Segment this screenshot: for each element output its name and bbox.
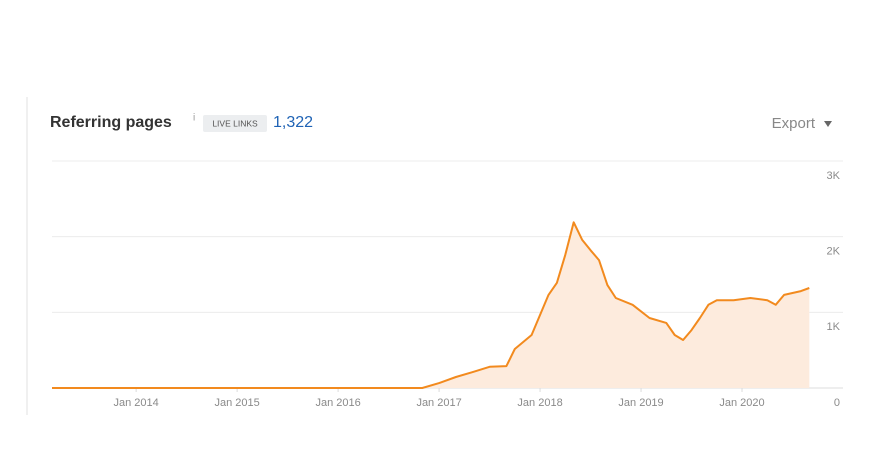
dropdown-arrow[interactable] [824, 121, 832, 127]
badge-bg [203, 115, 267, 132]
export-button[interactable]: Export [772, 115, 816, 132]
y-tick-label: 2K [827, 246, 841, 258]
info-icon[interactable]: i [193, 113, 195, 124]
badge: LIVE LINKS [212, 118, 258, 128]
line [52, 221, 810, 389]
y-tick-label: 3K [827, 170, 841, 182]
x-tick-label: Jan 2015 [214, 397, 259, 409]
x-tick-label: Jan 2016 [315, 397, 360, 409]
x-tick-label: Jan 2018 [517, 397, 562, 409]
y-tick-label: 0 [834, 397, 840, 409]
x-tick-label: Jan 2014 [114, 397, 159, 409]
area [52, 222, 810, 388]
x-tick-label: Jan 2019 [618, 397, 663, 409]
y-tick-label: 1K [827, 321, 841, 333]
x-tick-label: Jan 2020 [719, 397, 764, 409]
chart-title: Referring pages [50, 114, 172, 131]
total[interactable]: 1,322 [273, 114, 313, 131]
x-tick-label: Jan 2017 [416, 397, 461, 409]
